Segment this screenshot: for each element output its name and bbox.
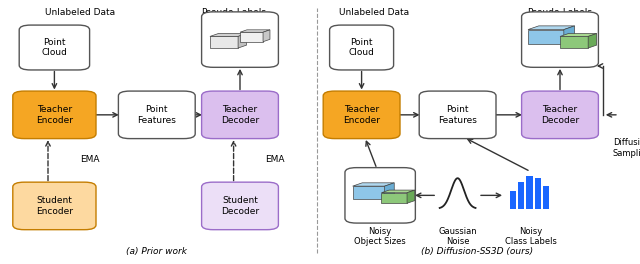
Text: Teacher
Decoder: Teacher Decoder bbox=[221, 105, 259, 125]
Text: Point
Features: Point Features bbox=[138, 105, 176, 125]
Text: Noisy
Object Sizes: Noisy Object Sizes bbox=[355, 227, 406, 246]
FancyBboxPatch shape bbox=[19, 25, 90, 70]
Polygon shape bbox=[528, 30, 564, 44]
Text: Diffusion
Sampling: Diffusion Sampling bbox=[612, 138, 640, 158]
Polygon shape bbox=[381, 193, 407, 203]
Text: Pseudo-Labels: Pseudo-Labels bbox=[527, 8, 593, 17]
FancyBboxPatch shape bbox=[345, 168, 415, 223]
FancyBboxPatch shape bbox=[202, 182, 278, 230]
Bar bbox=[535, 178, 541, 209]
Polygon shape bbox=[353, 186, 385, 199]
FancyBboxPatch shape bbox=[522, 91, 598, 139]
Text: (a) Prior work: (a) Prior work bbox=[126, 247, 188, 256]
Text: EMA: EMA bbox=[266, 155, 285, 164]
Polygon shape bbox=[560, 34, 596, 36]
Text: Unlabeled Data: Unlabeled Data bbox=[45, 8, 115, 17]
Polygon shape bbox=[381, 190, 415, 193]
FancyBboxPatch shape bbox=[202, 12, 278, 67]
FancyBboxPatch shape bbox=[13, 91, 96, 139]
FancyBboxPatch shape bbox=[13, 182, 96, 230]
FancyBboxPatch shape bbox=[323, 91, 400, 139]
Polygon shape bbox=[564, 26, 575, 44]
Text: Student
Decoder: Student Decoder bbox=[221, 196, 259, 216]
Polygon shape bbox=[210, 34, 246, 36]
Polygon shape bbox=[263, 30, 270, 42]
Text: Student
Encoder: Student Encoder bbox=[36, 196, 73, 216]
Polygon shape bbox=[407, 190, 415, 203]
Text: Point
Cloud: Point Cloud bbox=[42, 38, 67, 57]
Text: Gaussian
Noise: Gaussian Noise bbox=[438, 227, 477, 246]
Bar bbox=[509, 191, 516, 209]
Bar bbox=[518, 182, 525, 209]
Polygon shape bbox=[240, 30, 270, 32]
Polygon shape bbox=[385, 183, 394, 199]
Text: EMA: EMA bbox=[80, 155, 99, 164]
FancyBboxPatch shape bbox=[118, 91, 195, 139]
Polygon shape bbox=[238, 34, 246, 48]
Polygon shape bbox=[240, 32, 263, 42]
Text: Pseudo-Labels: Pseudo-Labels bbox=[201, 8, 266, 17]
FancyBboxPatch shape bbox=[419, 91, 496, 139]
Text: Noisy
Class Labels: Noisy Class Labels bbox=[504, 227, 557, 246]
Text: Teacher
Decoder: Teacher Decoder bbox=[541, 105, 579, 125]
Polygon shape bbox=[210, 36, 238, 48]
FancyBboxPatch shape bbox=[330, 25, 394, 70]
Text: (b) Diffusion-SS3D (ours): (b) Diffusion-SS3D (ours) bbox=[420, 247, 533, 256]
Text: Teacher
Encoder: Teacher Encoder bbox=[36, 105, 73, 125]
Text: Point
Features: Point Features bbox=[438, 105, 477, 125]
Polygon shape bbox=[528, 26, 575, 30]
FancyBboxPatch shape bbox=[522, 12, 598, 67]
Bar bbox=[526, 176, 532, 209]
FancyBboxPatch shape bbox=[202, 91, 278, 139]
Text: Point
Cloud: Point Cloud bbox=[349, 38, 374, 57]
Text: Teacher
Encoder: Teacher Encoder bbox=[343, 105, 380, 125]
Polygon shape bbox=[588, 34, 596, 48]
Bar bbox=[543, 186, 549, 209]
Text: Unlabeled Data: Unlabeled Data bbox=[339, 8, 410, 17]
Polygon shape bbox=[560, 36, 588, 48]
Polygon shape bbox=[353, 183, 394, 186]
